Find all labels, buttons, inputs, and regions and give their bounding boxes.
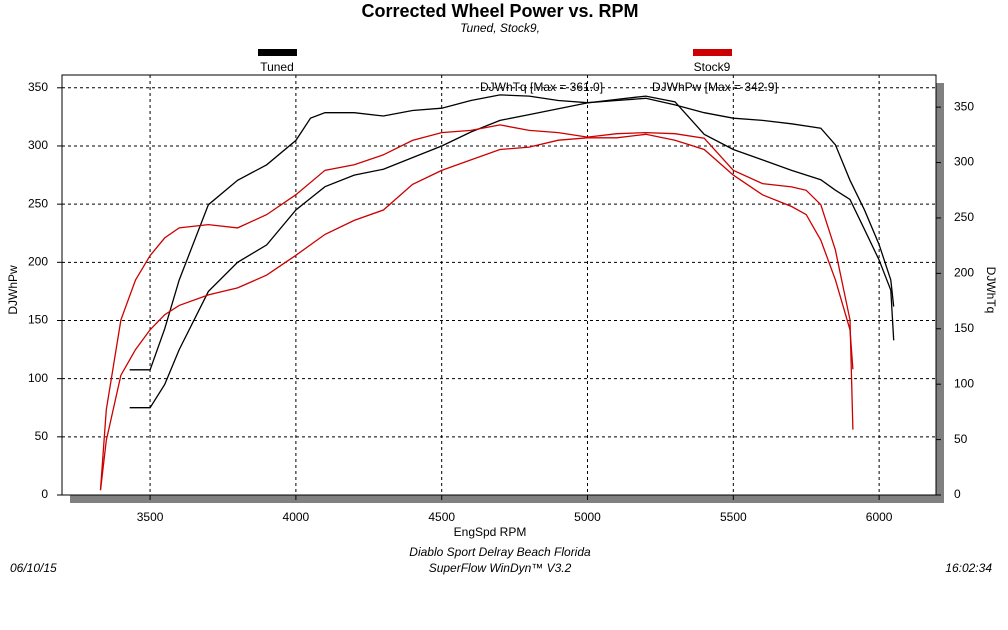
- y2-tick-label: 50: [954, 432, 968, 446]
- time: 16:02:34: [945, 561, 992, 575]
- y-axis-label: DJWhPw: [6, 265, 20, 315]
- chart-title: Corrected Wheel Power vs. RPM: [361, 1, 638, 21]
- y2-tick-label: 250: [954, 210, 974, 224]
- y2-tick-label: 150: [954, 321, 974, 335]
- y-tick-label: 100: [28, 371, 48, 385]
- x-axis-label: EngSpd RPM: [454, 525, 527, 539]
- legend-label: Stock9: [694, 60, 731, 74]
- data-line: [99, 133, 854, 491]
- y-tick-label: 350: [28, 80, 48, 94]
- footer: SuperFlow WinDyn™ V3.2: [429, 561, 572, 575]
- y2-tick-label: 0: [954, 487, 961, 501]
- y-tick-label: 200: [28, 254, 48, 268]
- x-tick-label: 4500: [428, 510, 455, 524]
- x-tick-label: 6000: [866, 510, 893, 524]
- y2-axis-label: DJWhTq: [984, 267, 998, 314]
- x-tick-label: 3500: [137, 510, 164, 524]
- x-tick-label: 5000: [574, 510, 601, 524]
- y2-tick-label: 300: [954, 155, 974, 169]
- date: 06/10/15: [10, 561, 57, 575]
- y2-tick-label: 200: [954, 266, 974, 280]
- data-line: [129, 95, 895, 409]
- legend-swatch: [693, 49, 732, 56]
- plot-area: [61, 74, 937, 496]
- x-tick-label: 4000: [283, 510, 310, 524]
- footer: Diablo Sport Delray Beach Florida: [409, 545, 591, 559]
- y2-tick-label: 350: [954, 99, 974, 113]
- y-tick-label: 0: [41, 487, 48, 501]
- data-line: [99, 124, 854, 490]
- y-tick-label: 250: [28, 196, 48, 210]
- legend-label: Tuned: [260, 60, 294, 74]
- y2-tick-label: 100: [954, 376, 974, 390]
- legend-swatch: [258, 49, 297, 56]
- x-tick-label: 5500: [720, 510, 747, 524]
- data-line: [129, 94, 895, 371]
- annotation: DJWhTq [Max = 361.0]: [480, 80, 603, 94]
- chart-subtitle: Tuned, Stock9,: [460, 21, 540, 35]
- y-tick-label: 150: [28, 313, 48, 327]
- y-tick-label: 300: [28, 138, 48, 152]
- annotation: DJWhPw [Max = 342.9]: [652, 80, 778, 94]
- y-tick-label: 50: [35, 429, 49, 443]
